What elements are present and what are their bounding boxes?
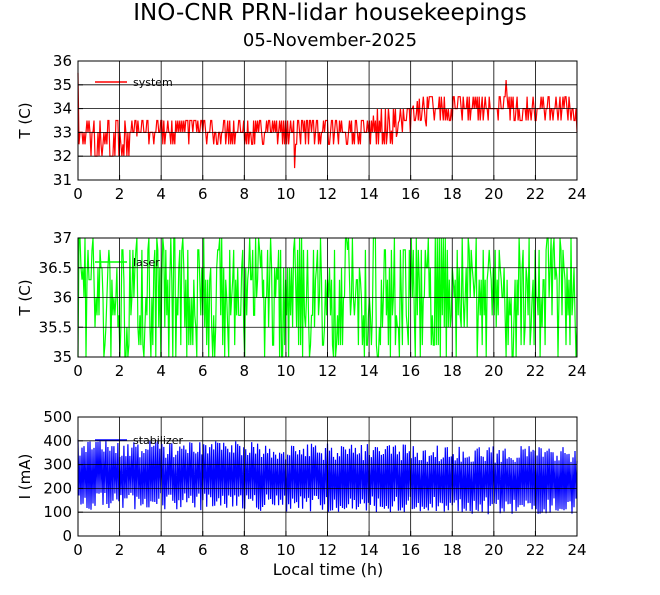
x-tick-label: 24 [567, 362, 586, 380]
x-tick-label: 22 [526, 541, 545, 559]
x-tick-label: 16 [401, 185, 420, 203]
x-tick-label: 2 [115, 362, 125, 380]
y-tick-label: 37 [53, 229, 72, 247]
legend-label: system [133, 76, 173, 89]
x-tick-label: 8 [240, 185, 250, 203]
x-tick-label: 6 [198, 541, 208, 559]
x-tick-label: 4 [156, 185, 166, 203]
x-tick-label: 6 [198, 362, 208, 380]
y-tick-label: 35 [53, 348, 72, 366]
x-tick-label: 12 [318, 185, 337, 203]
y-tick-label: 32 [53, 147, 72, 165]
x-tick-label: 0 [73, 185, 83, 203]
x-tick-label: 4 [156, 362, 166, 380]
y-tick-label: 200 [43, 479, 72, 497]
x-tick-label: 14 [360, 541, 379, 559]
x-axis-label: Local time (h) [273, 560, 383, 579]
y-tick-label: 35 [53, 76, 72, 94]
x-tick-label: 2 [115, 541, 125, 559]
x-tick-label: 12 [318, 362, 337, 380]
x-tick-label: 6 [198, 185, 208, 203]
y-tick-label: 35.5 [39, 318, 72, 336]
chart-subtitle: 05-November-2025 [242, 30, 418, 51]
y-tick-label: 100 [43, 503, 72, 521]
x-tick-label: 20 [484, 185, 503, 203]
x-tick-label: 12 [318, 541, 337, 559]
x-tick-label: 18 [443, 362, 462, 380]
y-tick-label: 0 [62, 527, 72, 545]
x-tick-label: 20 [484, 362, 503, 380]
x-tick-label: 2 [115, 185, 125, 203]
x-tick-label: 18 [443, 541, 462, 559]
x-tick-label: 4 [156, 541, 166, 559]
x-tick-label: 14 [360, 185, 379, 203]
y-tick-label: 36.5 [39, 259, 72, 277]
x-tick-label: 16 [401, 541, 420, 559]
x-tick-label: 16 [401, 362, 420, 380]
x-tick-label: 8 [240, 362, 250, 380]
x-tick-label: 0 [73, 362, 83, 380]
y-axis-label: T (C) [16, 102, 34, 139]
y-tick-label: 36 [53, 52, 72, 70]
x-tick-label: 24 [567, 541, 586, 559]
y-tick-label: 500 [43, 408, 72, 426]
y-axis-label: T (C) [16, 279, 34, 316]
y-tick-label: 400 [43, 432, 72, 450]
legend-label: laser [133, 256, 160, 269]
x-tick-label: 24 [567, 185, 586, 203]
y-tick-label: 36 [53, 289, 72, 307]
x-tick-label: 20 [484, 541, 503, 559]
x-tick-label: 22 [526, 185, 545, 203]
y-tick-label: 33 [53, 123, 72, 141]
x-tick-label: 10 [276, 362, 295, 380]
x-tick-label: 0 [73, 541, 83, 559]
x-tick-label: 10 [276, 541, 295, 559]
x-tick-label: 10 [276, 185, 295, 203]
y-tick-label: 300 [43, 456, 72, 474]
x-tick-label: 8 [240, 541, 250, 559]
x-tick-label: 22 [526, 362, 545, 380]
x-tick-label: 14 [360, 362, 379, 380]
y-axis-label: I (mA) [16, 454, 34, 500]
x-tick-label: 18 [443, 185, 462, 203]
y-tick-label: 34 [53, 100, 72, 118]
y-tick-label: 31 [53, 171, 72, 189]
chart-title: INO-CNR PRN-lidar housekeepings [133, 0, 527, 26]
